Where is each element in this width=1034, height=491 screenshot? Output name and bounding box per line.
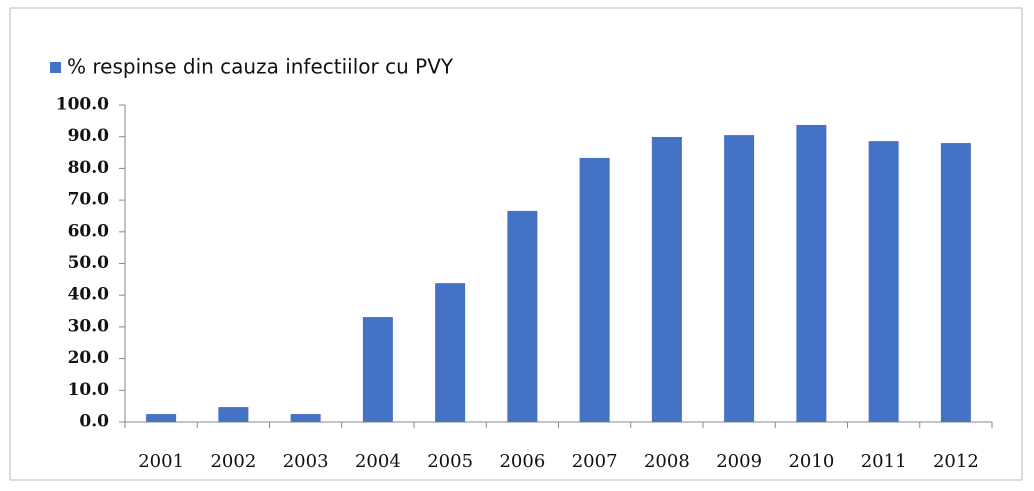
bar (940, 143, 971, 423)
x-tick-label: 2011 (861, 451, 907, 472)
y-tick-label: 20.0 (68, 348, 110, 368)
y-tick-label: 10.0 (68, 380, 110, 400)
bar (507, 210, 538, 422)
y-tick-label: 70.0 (68, 190, 110, 210)
bar (868, 141, 899, 422)
bar (796, 124, 827, 422)
bar (651, 137, 682, 422)
bar (218, 407, 249, 422)
x-tick-label: 2005 (427, 451, 473, 472)
x-tick-label: 2001 (138, 451, 184, 472)
bar (146, 414, 177, 422)
chart-border (9, 7, 1023, 481)
bar (362, 317, 393, 422)
bar (290, 414, 321, 422)
y-tick-label: 0.0 (79, 412, 109, 432)
legend-swatch (50, 62, 61, 73)
x-tick-label: 2012 (933, 451, 979, 472)
bar (435, 283, 466, 422)
x-tick-label: 2008 (644, 451, 690, 472)
x-tick-label: 2004 (355, 451, 401, 472)
x-tick-label: 2002 (210, 451, 256, 472)
x-tick-label: 2006 (499, 451, 545, 472)
y-tick-label: 30.0 (68, 316, 110, 336)
bar (579, 157, 610, 422)
x-tick-label: 2003 (283, 451, 329, 472)
x-tick-label: 2010 (788, 451, 834, 472)
y-tick-label: 90.0 (68, 126, 110, 146)
x-tick-label: 2007 (572, 451, 618, 472)
legend-label: % respinse din cauza infectiilor cu PVY (67, 55, 454, 79)
x-tick-label: 2009 (716, 451, 762, 472)
bar (724, 135, 755, 423)
y-tick-label: 40.0 (68, 285, 110, 305)
y-tick-label: 80.0 (68, 158, 110, 178)
y-tick-label: 50.0 (68, 253, 110, 273)
y-tick-label: 100.0 (56, 95, 109, 115)
y-tick-label: 60.0 (68, 221, 110, 241)
